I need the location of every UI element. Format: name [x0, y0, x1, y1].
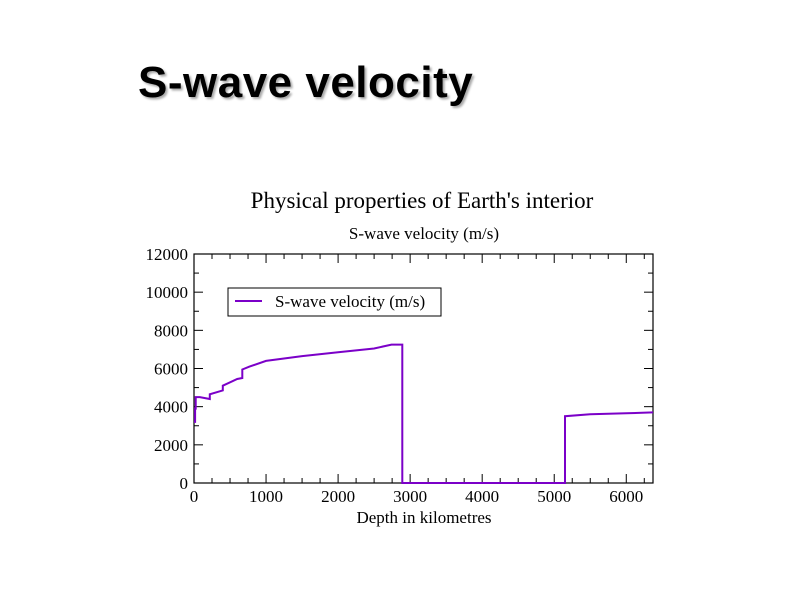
axis-tick-labels: 0 1000 2000 3000 4000 5000 6000 0 2000 4000 6000 80… [146, 245, 644, 506]
chart-subtitle: S-wave velocity (m/s) [349, 224, 499, 243]
legend-box [227, 287, 442, 317]
series-layer [194, 343, 654, 484]
y-tick-label: 2000 [154, 436, 188, 455]
series-line [194, 343, 654, 484]
legend-label: S-wave velocity (m/s) [275, 292, 425, 311]
x-tick-label: 6000 [609, 487, 643, 506]
axis-ticks [193, 253, 653, 484]
y-tick-label: 8000 [154, 321, 188, 340]
chart-title: Physical properties of Earth's interior [251, 188, 594, 213]
x-tick-label: 5000 [537, 487, 571, 506]
legend: S-wave velocity (m/s) [227, 287, 442, 317]
x-tick-label: 4000 [465, 487, 499, 506]
slide-title: S-wave velocity [138, 58, 474, 107]
x-tick-label: 1000 [249, 487, 283, 506]
y-tick-label: 0 [180, 474, 189, 493]
x-tick-label: 2000 [321, 487, 355, 506]
y-tick-label: 4000 [154, 398, 188, 417]
y-tick-label: 6000 [154, 360, 188, 379]
x-tick-label: 0 [190, 487, 199, 506]
x-axis-label: Depth in kilometres [356, 508, 491, 527]
y-tick-label: 10000 [146, 283, 189, 302]
y-tick-label: 12000 [146, 245, 189, 264]
x-tick-label: 3000 [393, 487, 427, 506]
